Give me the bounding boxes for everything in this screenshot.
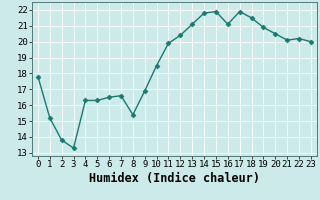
X-axis label: Humidex (Indice chaleur): Humidex (Indice chaleur) <box>89 172 260 185</box>
